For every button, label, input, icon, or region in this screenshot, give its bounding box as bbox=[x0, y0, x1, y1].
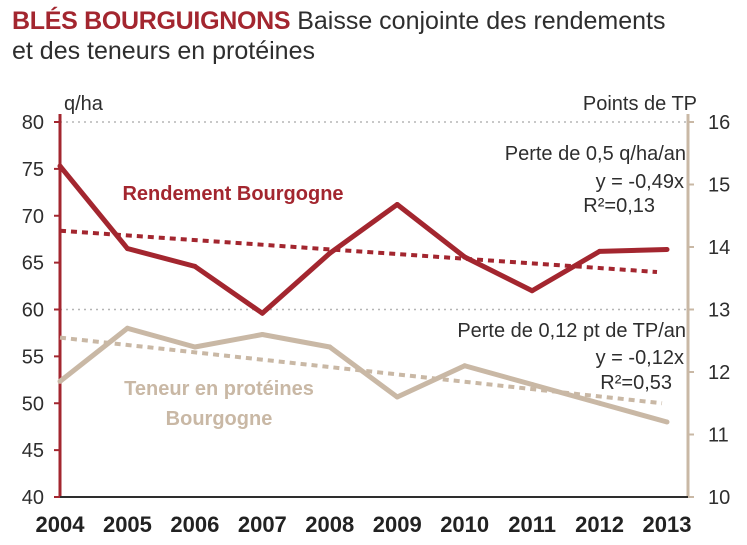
x-tick-label: 2007 bbox=[238, 512, 287, 537]
x-tick-label: 2008 bbox=[305, 512, 354, 537]
yield-point bbox=[462, 254, 468, 260]
left-tick-label: 55 bbox=[22, 346, 44, 368]
yield-point bbox=[597, 248, 603, 254]
x-tick-label: 2004 bbox=[36, 512, 86, 537]
right-tick-label: 13 bbox=[708, 300, 730, 322]
left-tick-label: 40 bbox=[22, 487, 44, 509]
yield-point bbox=[664, 247, 670, 252]
protein-point bbox=[664, 419, 670, 425]
protein-point bbox=[259, 332, 265, 337]
right-tick-label: 11 bbox=[708, 425, 729, 447]
yield-series-label: Rendement Bourgogne bbox=[122, 183, 343, 205]
yield-point bbox=[57, 163, 63, 169]
chart-title-line2: et des teneurs en protéines bbox=[12, 37, 315, 65]
yield-point bbox=[259, 310, 265, 316]
protein-series-label-line1: Teneur en protéines bbox=[124, 378, 314, 400]
left-tick-label: 45 bbox=[22, 440, 44, 462]
protein-trend-equation: y = -0,12x bbox=[596, 347, 684, 369]
protein-point bbox=[327, 344, 333, 350]
x-tick-label: 2011 bbox=[508, 512, 556, 537]
left-tick-label: 80 bbox=[22, 112, 44, 134]
yield-series-line bbox=[58, 164, 668, 316]
protein-point bbox=[192, 344, 198, 350]
left-tick-label: 60 bbox=[22, 300, 44, 322]
yield-point bbox=[192, 263, 198, 269]
x-tick-label: 2005 bbox=[103, 512, 152, 537]
protein-trend-annotation: Perte de 0,12 pt de TP/an bbox=[457, 320, 686, 342]
protein-trend-r2: R²=0,53 bbox=[600, 372, 672, 394]
yield-trend-annotation: Perte de 0,5 q/ha/an bbox=[505, 143, 686, 165]
protein-point bbox=[124, 325, 130, 331]
chart-title: BLÉS BOURGUIGNONS Baisse conjointe des r… bbox=[12, 6, 732, 66]
yield-trend-equation: y = -0,49x bbox=[596, 171, 684, 193]
x-tick-label: 2010 bbox=[440, 512, 489, 537]
left-tick-label: 65 bbox=[22, 253, 44, 275]
yield-point bbox=[124, 246, 130, 252]
protein-point bbox=[57, 378, 63, 384]
x-tick-label: 2006 bbox=[170, 512, 219, 537]
protein-series-line bbox=[58, 325, 668, 425]
chart-title-line1: Baisse conjointe des rendements bbox=[297, 7, 666, 35]
x-tick-label: 2012 bbox=[575, 512, 624, 537]
yield-point bbox=[394, 202, 400, 207]
right-tick-label: 15 bbox=[708, 175, 730, 197]
right-axis-label: Points de TP bbox=[583, 93, 697, 115]
right-tick-label: 12 bbox=[708, 362, 730, 384]
yield-trend-r2: R²=0,13 bbox=[583, 195, 655, 217]
chart-title-main: BLÉS BOURGUIGNONS bbox=[12, 7, 291, 35]
left-tick-label: 75 bbox=[22, 159, 44, 181]
protein-series-label-line2: Bourgogne bbox=[166, 408, 273, 430]
yield-point bbox=[327, 250, 333, 256]
left-axis-label: q/ha bbox=[64, 93, 104, 115]
protein-point bbox=[394, 394, 400, 400]
yield-point bbox=[529, 288, 535, 294]
protein-point bbox=[462, 363, 468, 369]
right-tick-label: 10 bbox=[708, 487, 730, 509]
right-tick-label: 16 bbox=[708, 112, 730, 134]
x-tick-label: 2009 bbox=[373, 512, 422, 537]
protein-point bbox=[597, 400, 603, 406]
yield-trend-line bbox=[59, 228, 658, 274]
left-tick-label: 70 bbox=[22, 206, 44, 228]
protein-point bbox=[529, 382, 535, 387]
x-tick-label: 2013 bbox=[643, 512, 692, 537]
left-tick-label: 50 bbox=[22, 393, 44, 415]
right-tick-label: 14 bbox=[708, 237, 730, 259]
